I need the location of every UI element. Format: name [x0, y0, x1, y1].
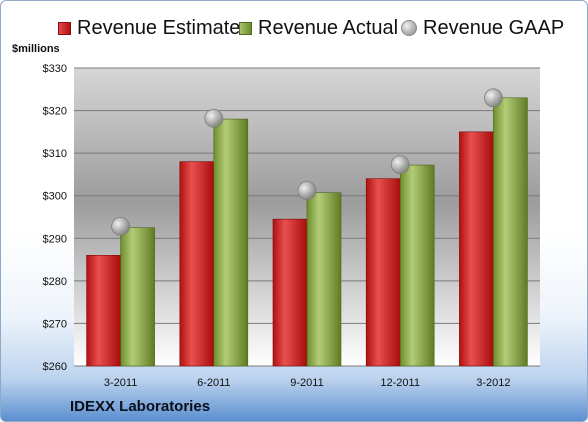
y-tick-label: $280	[43, 276, 67, 288]
company-name: IDEXX Laboratories	[70, 398, 211, 415]
bar-revenue-estimate	[86, 255, 121, 367]
legend-swatch-estimate	[58, 21, 71, 35]
y-tick-labels: $260 $270 $280 $290 $300 $310 $320 $330	[43, 63, 67, 373]
legend-item-gaap: Revenue GAAP	[401, 14, 564, 42]
marker-revenue-gaap	[390, 155, 410, 175]
x-tick-labels: 3-2011 6-2011 9-2011 12-2011 3-2012	[104, 377, 511, 389]
y-tick-label: $290	[43, 233, 67, 245]
marker-revenue-gaap	[483, 88, 503, 108]
bar-revenue-estimate	[179, 161, 215, 367]
bars	[86, 97, 528, 367]
legend: Revenue Estimate Revenue Actual Revenue …	[0, 14, 588, 42]
x-tick-label: 12-2011	[380, 377, 420, 389]
y-tick-label: $330	[43, 63, 67, 75]
y-tick-label: $300	[43, 191, 67, 203]
x-tick-label: 6-2011	[197, 377, 230, 389]
y-tick-label: $270	[43, 318, 67, 330]
bar-revenue-estimate	[459, 131, 494, 367]
bar-revenue-estimate	[365, 178, 401, 367]
y-axis-unit-label: $millions	[12, 43, 60, 55]
marker-revenue-gaap	[204, 108, 224, 128]
bar-revenue-actual	[399, 164, 435, 367]
gaap-markers	[111, 88, 503, 236]
bar-revenue-actual	[120, 227, 155, 367]
legend-label-actual: Revenue Actual	[258, 16, 399, 39]
bar-revenue-actual	[306, 192, 342, 367]
legend-item-actual: Revenue Actual	[239, 14, 398, 42]
legend-swatch-actual	[239, 21, 252, 35]
x-tick-label: 3-2012	[476, 377, 510, 389]
y-tick-label: $310	[43, 148, 67, 160]
marker-revenue-gaap	[111, 216, 130, 236]
legend-item-estimate: Revenue Estimate	[58, 14, 240, 42]
bar-revenue-estimate	[272, 218, 308, 367]
y-tick-label: $260	[43, 361, 67, 373]
legend-label-estimate: Revenue Estimate	[77, 16, 241, 39]
x-tick-label: 9-2011	[290, 377, 323, 389]
legend-swatch-gaap	[401, 20, 417, 36]
bar-revenue-actual	[213, 118, 249, 367]
y-tick-label: $320	[43, 106, 67, 118]
legend-label-gaap: Revenue GAAP	[423, 16, 565, 39]
marker-revenue-gaap	[297, 181, 317, 201]
x-tick-label: 3-2011	[104, 377, 137, 389]
bar-revenue-actual	[493, 97, 528, 367]
